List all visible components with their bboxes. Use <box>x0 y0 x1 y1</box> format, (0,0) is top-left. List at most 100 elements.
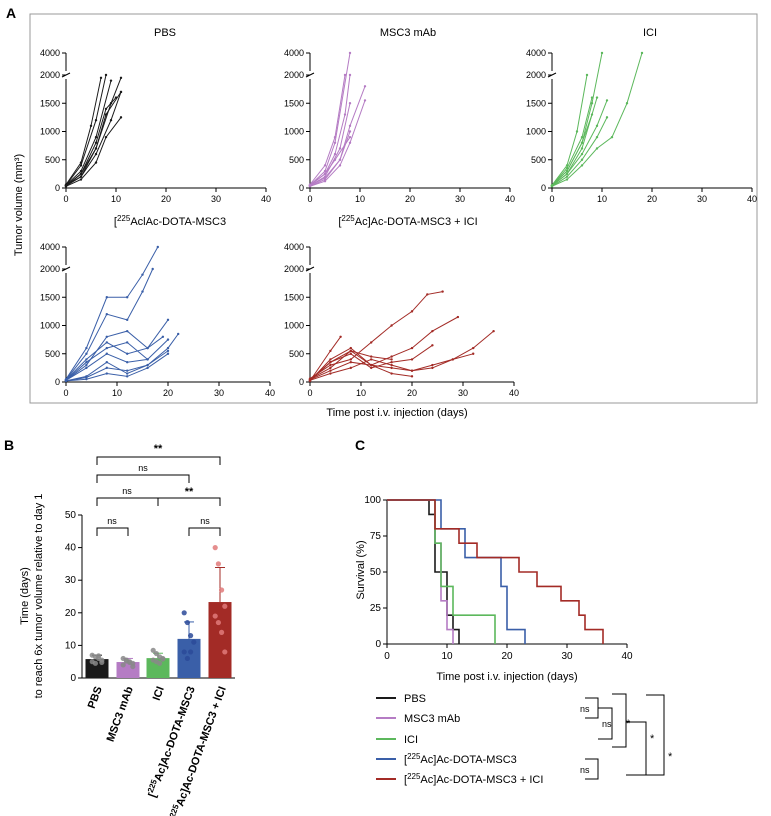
data-point <box>150 647 156 653</box>
bar-label-pbs: PBS <box>86 685 105 710</box>
data-point <box>191 639 197 645</box>
growth-point <box>595 147 599 150</box>
growth-point <box>605 116 609 119</box>
legend-item-msc3: MSC3 mAb <box>376 713 460 725</box>
growth-point <box>329 372 332 375</box>
growth-point <box>580 158 584 161</box>
legend-label-pbs: PBS <box>404 693 426 705</box>
y-tick-label: 2000 <box>40 264 60 274</box>
subplot-title-acici: [225Ac]Ac-DOTA-MSC3 + ICI <box>338 214 477 228</box>
growth-curve-m7 <box>309 131 351 187</box>
data-point <box>212 545 218 551</box>
data-point <box>184 619 190 626</box>
growth-point <box>370 358 373 361</box>
growth-point <box>166 346 170 350</box>
y-tick-label: 500 <box>531 155 546 165</box>
y-tick-label: 1000 <box>40 127 60 137</box>
growth-point <box>349 346 352 350</box>
bar-label-msc3: MSC3 mAb <box>105 685 136 744</box>
growth-point <box>323 180 327 183</box>
growth-point <box>410 369 414 372</box>
panel-a-border <box>29 13 758 404</box>
x-tick-label: 0 <box>384 651 390 662</box>
growth-point <box>126 361 129 364</box>
subplot-title-ac: [225AclAc-DOTA-MSC3 <box>114 214 226 228</box>
growth-curve-m9 <box>65 353 169 382</box>
x-tick-label: 30 <box>211 194 221 204</box>
growth-point <box>565 175 569 178</box>
x-tick-label: 40 <box>509 388 519 398</box>
survival-curve-pbs <box>387 499 460 644</box>
growth-point <box>105 335 109 338</box>
y-tick-label: 4000 <box>284 48 304 58</box>
legend-label-ac: [225Ac]Ac-DOTA-MSC3 <box>404 752 517 766</box>
growth-point <box>126 329 129 333</box>
bracket-pbs-acici <box>96 456 221 465</box>
panel-b-brackets <box>96 456 221 536</box>
y-tick-label: 20 <box>65 608 77 619</box>
legend-item-ac: [225Ac]Ac-DOTA-MSC3 <box>376 752 517 766</box>
x-tick-label: 10 <box>112 388 122 398</box>
growth-point <box>333 158 337 161</box>
data-point <box>219 587 225 593</box>
y-tick-label: 1500 <box>40 98 60 108</box>
data-point <box>160 656 166 662</box>
y-tick-label: 2000 <box>284 264 304 274</box>
growth-point <box>166 318 170 322</box>
bracket-ac-acici <box>188 527 221 536</box>
x-tick-label: 20 <box>163 388 173 398</box>
y-tick-label: 1500 <box>284 98 304 108</box>
growth-point <box>472 346 475 350</box>
growth-curve-m6 <box>65 339 169 381</box>
x-tick-label: 40 <box>747 194 757 204</box>
growth-point <box>79 175 83 178</box>
growth-curve-m5 <box>309 86 366 187</box>
y-tick-label: 2000 <box>284 70 304 80</box>
growth-point <box>308 183 312 187</box>
sig-c-acici: * <box>650 733 655 745</box>
legend-label-ici: ICI <box>404 734 418 746</box>
growth-point <box>99 76 103 80</box>
growth-point <box>156 245 159 249</box>
growth-point <box>177 332 180 336</box>
y-tick-label: 0 <box>299 377 304 387</box>
growth-point <box>363 99 367 102</box>
growth-point <box>126 296 129 299</box>
growth-point <box>349 349 352 353</box>
growth-point <box>390 372 393 375</box>
growth-point <box>390 324 393 327</box>
growth-curve-m7 <box>65 77 102 185</box>
sig-pbs-ici: ns <box>122 486 132 496</box>
growth-point <box>329 366 332 370</box>
growth-point <box>348 51 352 55</box>
x-tick-label: 40 <box>261 194 271 204</box>
growth-point <box>348 141 352 144</box>
bracket-pbs-ac <box>96 474 190 483</box>
x-tick-label: 10 <box>356 388 366 398</box>
growth-point <box>426 293 429 296</box>
y-tick-label: 4000 <box>40 242 60 252</box>
growth-point <box>595 124 599 128</box>
sig-ici-acici: ** <box>185 486 194 498</box>
data-point <box>92 660 98 666</box>
x-tick-label: 20 <box>647 194 657 204</box>
growth-point <box>370 366 373 370</box>
bracket-group-ac <box>612 693 627 748</box>
growth-point <box>126 369 129 372</box>
growth-point <box>590 102 594 105</box>
growth-point <box>390 363 393 367</box>
x-tick-label: 40 <box>265 388 275 398</box>
data-point <box>181 610 187 616</box>
growth-point <box>565 172 569 176</box>
growth-point <box>580 152 584 156</box>
data-point <box>188 649 194 655</box>
panel-label-c: C <box>355 437 365 453</box>
legend: PBS MSC3 mAb ICI [225Ac]Ac-DOTA-MSC3 [22… <box>376 693 543 786</box>
y-tick-label: 0 <box>70 673 76 684</box>
growth-point <box>580 141 584 144</box>
subplot-ici: 0 500 1000 1500 2000 4000 0 10 20 30 40 <box>526 48 757 204</box>
growth-point <box>85 377 88 381</box>
sig-c-ici: ns <box>602 719 612 729</box>
x-tick-label: 20 <box>161 194 171 204</box>
